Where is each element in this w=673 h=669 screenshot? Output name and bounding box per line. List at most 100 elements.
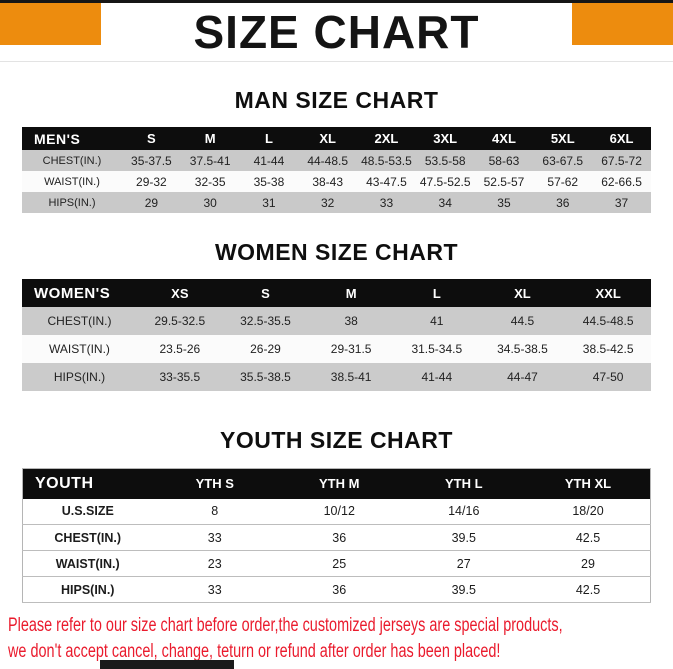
size-column-header: YTH L [401, 468, 526, 499]
measurement-value: 35-38 [253, 174, 285, 189]
men-section-title: MAN SIZE CHART [234, 87, 439, 113]
measurement-row: U.S.SIZE 8 10/12 14/16 18/20 [22, 498, 651, 525]
size-column-header: L [393, 279, 480, 307]
measurement-value: 38 [344, 314, 358, 328]
measurement-value: 33-35.5 [159, 370, 201, 384]
table-title-cell: YOUTH [22, 468, 153, 499]
size-column-header: 2XL [357, 127, 416, 150]
size-column-header: XL [479, 279, 566, 307]
measurement-value: 29 [526, 550, 651, 577]
women-table-header-row: WOMEN'S XS S M L XL XXL [22, 279, 651, 307]
measurement-value: 10/12 [277, 498, 402, 525]
table-title-cell: WOMEN'S [22, 279, 137, 307]
measurement-value: 35.5-38.5 [240, 370, 291, 384]
measurement-value: 44-48.5 [307, 153, 349, 168]
measurement-value: 14/16 [401, 498, 526, 525]
measurement-row: WAIST(IN.) 23 25 27 29 [22, 550, 651, 577]
youth-table-header-row: YOUTH YTH S YTH M YTH L YTH XL [22, 468, 651, 499]
measurement-label: HIPS(IN.) [48, 196, 96, 209]
top-border [0, 0, 673, 3]
measurement-row: CHEST(IN.) 35-37.5 37.5-41 41-44 44-48.5 48.5… [22, 150, 651, 171]
measurement-value: 38.5-41 [330, 370, 372, 384]
measurement-value: 48.5-53.5 [361, 153, 412, 168]
bottom-bar-fragment [100, 660, 234, 669]
banner: SIZE CHART [0, 0, 673, 62]
measurement-value: 39.5 [401, 524, 526, 551]
size-column-header: L [239, 127, 299, 150]
measurement-value: 47.5-52.5 [419, 174, 471, 189]
measurement-row: CHEST(IN.) 33 36 39.5 42.5 [22, 524, 651, 551]
footer-line-2: we don't accept cancel, change, teturn o… [8, 640, 501, 662]
measurement-value: 35-37.5 [131, 153, 172, 168]
measurement-value: 42.5 [526, 524, 651, 551]
size-column-header: XS [137, 279, 223, 307]
measurement-value: 39.5 [401, 576, 526, 603]
measurement-value: 36 [277, 576, 402, 603]
measurement-value: 62-66.5 [601, 174, 642, 189]
measurement-value: 44.5 [510, 314, 535, 328]
measurement-label: CHEST(IN.) [47, 314, 112, 328]
size-column-header: XXL [565, 279, 651, 307]
measurement-value: 41 [430, 314, 444, 328]
measurement-value: 29.5-32.5 [154, 314, 206, 328]
measurement-label: WAIST(IN.) [49, 342, 110, 356]
measurement-value: 36 [277, 524, 402, 551]
measurement-value: 33 [379, 195, 394, 210]
size-column-header: S [222, 279, 309, 307]
measurement-value: 31 [262, 195, 276, 210]
measurement-value: 34.5-38.5 [497, 342, 548, 356]
size-column-header: 6XL [592, 127, 651, 150]
size-column-header: XL [298, 127, 358, 150]
measurement-value: 63-67.5 [542, 153, 584, 168]
measurement-value: 33 [152, 524, 277, 551]
measurement-value: 37 [614, 195, 629, 210]
measurement-value: 42.5 [526, 576, 651, 603]
measurement-value: 44-47 [507, 370, 538, 384]
measurement-label: HIPS(IN.) [53, 370, 106, 384]
measurement-value: 29-32 [136, 174, 167, 189]
measurement-value: 58-63 [488, 153, 520, 168]
youth-section-title: YOUTH SIZE CHART [220, 427, 453, 453]
size-column-header: S [122, 127, 181, 150]
size-column-header: 3XL [415, 127, 475, 150]
table-title-cell: MEN'S [22, 127, 122, 150]
youth-size-table: YOUTH YTH S YTH M YTH L YTH XL U.S.SIZE 8 10/1… [22, 468, 651, 603]
men-table-header-row: MEN'S S M L XL 2XL 3XL 4XL 5XL 6XL [22, 127, 651, 150]
measurement-value: 33 [152, 576, 277, 603]
footer-line-1: Please refer to our size chart before or… [8, 615, 563, 636]
measurement-row: HIPS(IN.) 33-35.5 35.5-38.5 38.5-41 41-44 44-… [22, 363, 651, 391]
measurement-value: 52.5-57 [483, 174, 525, 189]
men-size-table: MEN'S S M L XL 2XL 3XL 4XL 5XL 6XL CHEST(IN.) 35-3… [22, 127, 651, 213]
size-column-header: YTH S [152, 468, 277, 499]
size-column-header: 4XL [474, 127, 534, 150]
banner-accent-left [0, 3, 101, 45]
measurement-value: 41-44 [421, 370, 453, 384]
size-column-header: M [180, 127, 240, 150]
measurement-value: 38-43 [312, 174, 344, 189]
measurement-label: WAIST(IN.) [22, 550, 153, 577]
measurement-value: 37.5-41 [189, 153, 231, 168]
women-section-title: WOMEN SIZE CHART [214, 239, 459, 265]
measurement-label: U.S.SIZE [22, 498, 153, 525]
measurement-value: 41-44 [253, 153, 285, 168]
measurement-value: 23.5-26 [159, 342, 201, 356]
measurement-value: 31.5-34.5 [411, 342, 463, 356]
measurement-value: 67.5-72 [601, 153, 642, 168]
measurement-value: 32 [321, 195, 335, 210]
size-column-header: YTH XL [526, 468, 651, 499]
measurement-value: 53.5-58 [424, 153, 466, 168]
measurement-value: 36 [556, 195, 570, 210]
women-size-table: WOMEN'S XS S M L XL XXL CHEST(IN.) 29.5-32.5 32.… [22, 279, 651, 391]
measurement-value: 8 [152, 498, 277, 525]
measurement-value: 25 [277, 550, 402, 577]
measurement-row: WAIST(IN.) 29-32 32-35 35-38 38-43 43-47.5 47.… [22, 171, 651, 192]
measurement-label: HIPS(IN.) [22, 576, 153, 603]
measurement-row: WAIST(IN.) 23.5-26 26-29 29-31.5 31.5-34.5 34… [22, 335, 651, 363]
measurement-value: 35 [497, 195, 511, 210]
measurement-value: 29-31.5 [330, 342, 372, 356]
measurement-value: 29 [144, 195, 159, 210]
measurement-label: CHEST(IN.) [42, 154, 102, 167]
measurement-value: 43-47.5 [366, 174, 407, 189]
measurement-value: 30 [203, 195, 217, 210]
